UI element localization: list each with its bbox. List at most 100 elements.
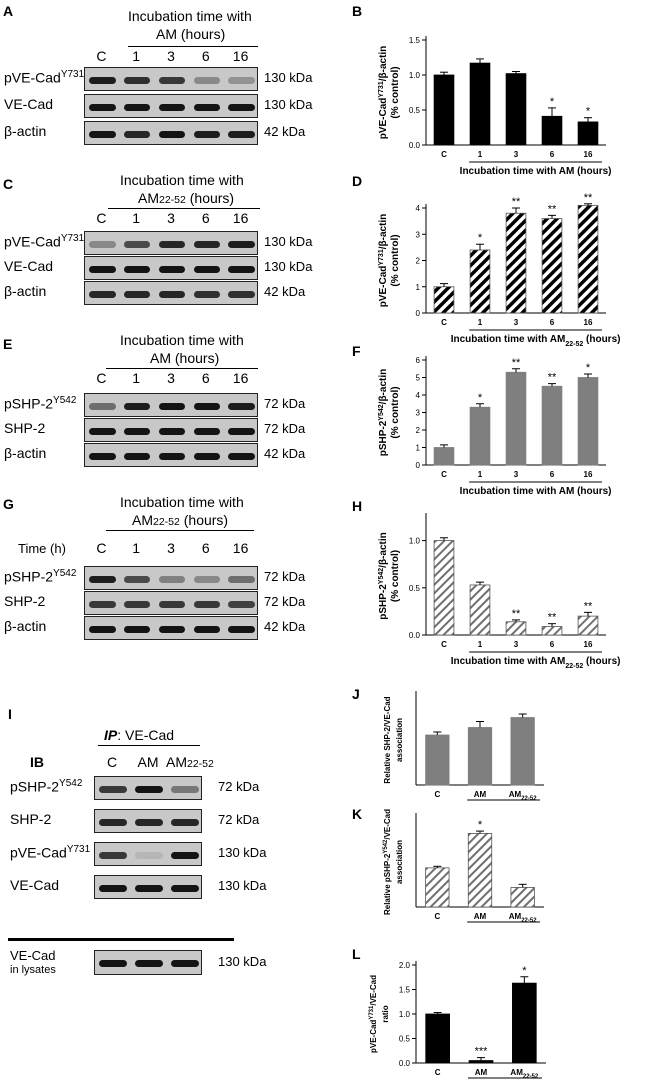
bar (468, 1060, 494, 1064)
blot-row-size: 130 kDa (264, 234, 313, 249)
bar (505, 621, 527, 636)
x-tick-label: 6 (550, 640, 555, 649)
y-tick-label: 0 (416, 461, 421, 470)
lane-label: C (96, 370, 107, 386)
blot-band (193, 131, 220, 138)
blot-band (158, 453, 186, 460)
blot-row-size: 42 kDa (264, 619, 306, 634)
panel-label: C (3, 176, 14, 192)
x-tick-label: 1 (478, 318, 483, 327)
blot-band (123, 403, 151, 410)
y-tick-label: 3 (416, 409, 421, 418)
blot-band (228, 77, 255, 84)
lane-label: C (106, 754, 118, 770)
blot-row-size: 130 kDa (264, 97, 313, 112)
lane-label: 16 (232, 540, 249, 556)
blot-strip (84, 393, 258, 417)
blot-band (89, 403, 116, 410)
blot-row-size: 72 kDa (264, 569, 306, 584)
panel-label: H (352, 498, 362, 514)
bar (577, 377, 599, 466)
panel-label: F (352, 343, 361, 359)
bar (433, 74, 455, 146)
y-axis-label: association (395, 718, 404, 762)
x-tick-label: 16 (584, 470, 593, 479)
y-tick-label: 5 (416, 374, 421, 383)
blot-band (123, 77, 151, 84)
blot-band (123, 428, 151, 435)
significance-mark: * (478, 819, 483, 831)
bar (469, 249, 491, 314)
lane-label: 1 (132, 48, 141, 64)
y-axis-label: pSHP-2Y542/β-actin (378, 532, 390, 619)
blot-row-label: pSHP-2Y542 (4, 568, 77, 585)
y-axis-label: pSHP-2Y542/β-actin (378, 369, 390, 456)
x-tick-label: 16 (584, 318, 593, 327)
blot-band (228, 241, 255, 248)
blot-row-label: VE-Cad (4, 96, 54, 112)
blot-strip (84, 67, 258, 91)
blot-header-line2: AM (hours) (156, 26, 226, 42)
blot-band (228, 601, 255, 608)
blot-row-size: 42 kDa (264, 446, 306, 461)
x-tick-label: 6 (550, 150, 555, 159)
blot-row-size: 130 kDa (218, 845, 267, 860)
ib-label: IB (30, 754, 44, 770)
blot-band (89, 241, 116, 248)
blot-row-size: 130 kDa (264, 259, 313, 274)
significance-mark: ** (512, 608, 521, 620)
blot-band (228, 626, 255, 633)
blot-band (123, 241, 151, 248)
lane-label: C (96, 48, 107, 64)
blot-band (158, 241, 186, 248)
bar (433, 540, 455, 636)
panel-label: G (3, 496, 14, 512)
header-underline (108, 208, 260, 209)
blot-band (158, 77, 186, 84)
blot-strip (94, 875, 202, 899)
blot-strip (84, 94, 258, 118)
significance-mark: * (550, 96, 555, 108)
blot-band (193, 266, 220, 273)
blot-band (228, 131, 255, 138)
blot-strip (84, 616, 258, 640)
y-tick-label: 6 (416, 356, 421, 365)
blot-band (123, 453, 151, 460)
lane-label: 6 (201, 210, 210, 226)
y-axis-label: (% control) (390, 66, 401, 118)
blot-row-label: VE-Cad (10, 877, 60, 893)
x-tick-label: C (441, 640, 447, 649)
y-tick-label: 2 (416, 257, 421, 266)
blot-strip (84, 256, 258, 280)
blot-band (89, 104, 116, 111)
blot-band (158, 428, 186, 435)
blot-band (99, 819, 127, 826)
bar-chart-f: F 0 1 2 3 4 5 6 pSHP-2Y542/β-actin (% control) C * 1… (352, 343, 612, 497)
blot-band (171, 819, 199, 826)
lane-label: AM22-52 (166, 754, 214, 770)
significance-mark: * (586, 106, 591, 118)
bar (541, 385, 563, 466)
bar (425, 867, 450, 908)
label-superscript: Y731 (378, 249, 385, 265)
y-tick-label: 0.0 (399, 1059, 411, 1068)
blot-band (193, 77, 220, 84)
blot-header-line2: AM22-52 (hours) (132, 512, 229, 528)
blot-band (228, 104, 255, 111)
blot-band (228, 576, 255, 583)
x-tick-label: 1 (478, 470, 483, 479)
y-tick-label: 1.0 (409, 537, 421, 546)
panel-label: I (8, 706, 12, 722)
blot-band (193, 104, 220, 111)
blot-row-size: 130 kDa (218, 878, 267, 893)
y-tick-label: 0.0 (409, 141, 421, 150)
x-axis-label: Incubation time with AM (hours) (460, 486, 612, 497)
y-tick-label: 1.5 (409, 36, 421, 45)
bar (433, 286, 455, 314)
blot-band (228, 266, 255, 273)
bar (577, 204, 599, 314)
x-tick-label: 16 (584, 150, 593, 159)
lane-label: 6 (201, 370, 210, 386)
chart-panel-k: K Relative pSHP-2Y542/VE-Cad association C *… (336, 805, 656, 925)
